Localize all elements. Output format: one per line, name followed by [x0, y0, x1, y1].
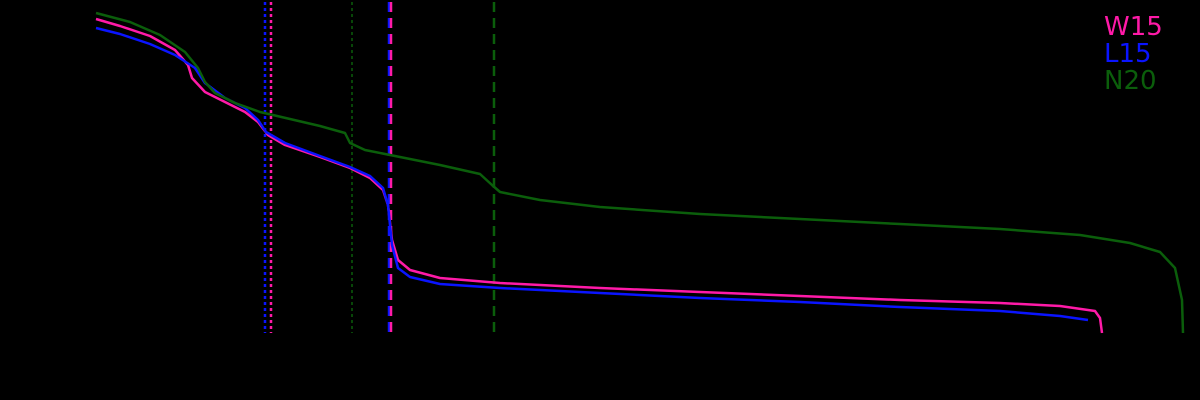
reference-lines — [263, 2, 496, 333]
series-line-n20 — [95, 11, 1185, 334]
legend: W15 L15 N20 — [1104, 14, 1163, 95]
legend-item-l15: L15 — [1104, 39, 1152, 69]
legend-item-n20: N20 — [1104, 66, 1157, 96]
series-line-w15 — [95, 17, 1104, 334]
data-series — [95, 11, 1185, 334]
series-line-l15 — [95, 26, 1089, 322]
legend-item-w15: W15 — [1104, 12, 1163, 42]
